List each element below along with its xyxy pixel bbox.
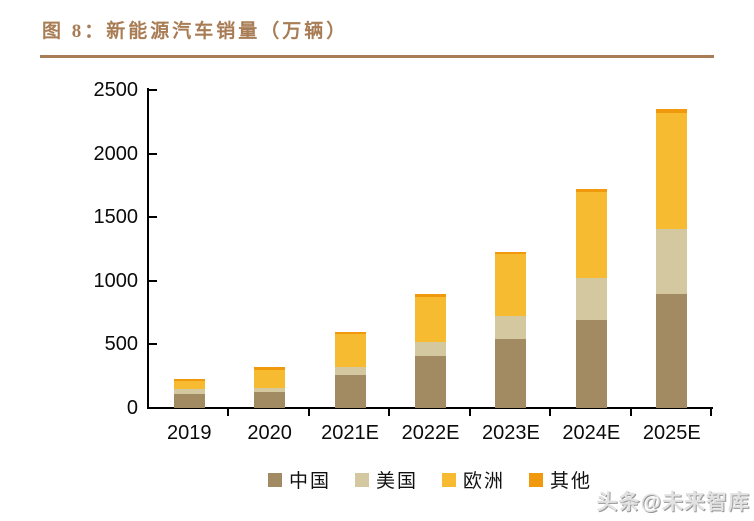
legend-label: 欧洲 (463, 471, 506, 492)
legend-label: 其他 (550, 471, 593, 492)
legend-label: 中国 (288, 471, 331, 492)
bar-segment (334, 334, 366, 367)
x-axis-line (147, 407, 713, 409)
bar-segment (415, 341, 446, 356)
bar-segment (415, 293, 446, 298)
bar-segment (495, 339, 527, 408)
x-tick-mark (629, 408, 632, 416)
legend-item: 中国 (267, 466, 331, 493)
legend-item: 欧洲 (442, 466, 505, 493)
watermark: 头条@未来智库 (596, 491, 750, 514)
title-underline (40, 55, 714, 58)
x-tick-mark (388, 408, 391, 416)
y-tick-mark (149, 216, 157, 219)
bar-column-2022E (415, 293, 446, 408)
bar-segment (575, 189, 607, 192)
bar-segment (173, 381, 205, 389)
y-tick-mark (149, 89, 157, 91)
bar-segment (575, 320, 607, 408)
x-tick-label: 2021E (321, 422, 379, 444)
y-tick-label: 1500 (93, 206, 139, 229)
y-tick-label: 0 (126, 397, 138, 419)
bar-segment (495, 316, 527, 340)
bar-segment (415, 297, 446, 342)
bar-segment (334, 374, 366, 408)
y-tick-label: 2500 (93, 79, 139, 101)
bar-segment (656, 228, 688, 294)
bar-segment (254, 391, 286, 408)
legend-item: 美国 (354, 466, 418, 493)
bar-column-2024E (575, 189, 607, 408)
x-tick-mark (710, 408, 712, 416)
figure-title: 图 8：新能源汽车销量（万辆） (42, 21, 349, 42)
bar-segment (173, 388, 205, 394)
bar-segment (254, 387, 286, 392)
y-tick-label: 1000 (93, 269, 139, 292)
legend: 中国 美国 欧洲 其他 (148, 466, 712, 493)
x-tick-mark (227, 408, 230, 416)
bar-column-2025E (656, 109, 688, 408)
bar-segment (254, 367, 286, 370)
bar-segment (495, 254, 527, 317)
x-tick-label: 2024E (562, 422, 621, 444)
x-tick-label: 2025E (642, 422, 701, 444)
legend-marker (267, 472, 282, 487)
x-tick-mark (468, 408, 471, 416)
bar-column-2021E (334, 331, 366, 408)
y-tick-mark (149, 279, 157, 282)
plot-area (149, 90, 712, 408)
y-tick-label: 500 (104, 333, 138, 356)
legend-label: 美国 (375, 471, 418, 492)
legend-item: 其他 (529, 466, 592, 493)
x-tick-label: 2019 (166, 422, 212, 444)
y-axis-line (147, 88, 149, 409)
bar-segment (334, 366, 366, 375)
bar-segment (173, 378, 205, 382)
x-tick-label: 2022E (401, 422, 460, 444)
x-tick-mark (307, 408, 310, 416)
legend-marker (354, 472, 369, 487)
bar-segment (575, 278, 607, 321)
bar-segment (656, 112, 688, 229)
bar-segment (415, 355, 446, 408)
bar-segment (575, 191, 607, 279)
bar-column-2020 (254, 367, 286, 408)
y-tick-mark (149, 343, 157, 346)
bar-segment (495, 251, 527, 255)
x-tick-mark (549, 408, 552, 416)
bar-column-2023E (495, 251, 527, 408)
bar-segment (254, 369, 286, 388)
legend-marker (442, 472, 456, 487)
bar-segment (656, 109, 688, 113)
y-tick-mark (149, 152, 157, 155)
bar-column-2019 (173, 378, 205, 408)
x-tick-label: 2023E (482, 422, 540, 444)
x-tick-label: 2020 (247, 422, 292, 444)
legend-marker (529, 472, 544, 487)
bar-segment (656, 293, 688, 408)
bar-segment (334, 331, 366, 335)
bar-segment (173, 394, 205, 408)
y-tick-label: 2000 (93, 142, 139, 165)
